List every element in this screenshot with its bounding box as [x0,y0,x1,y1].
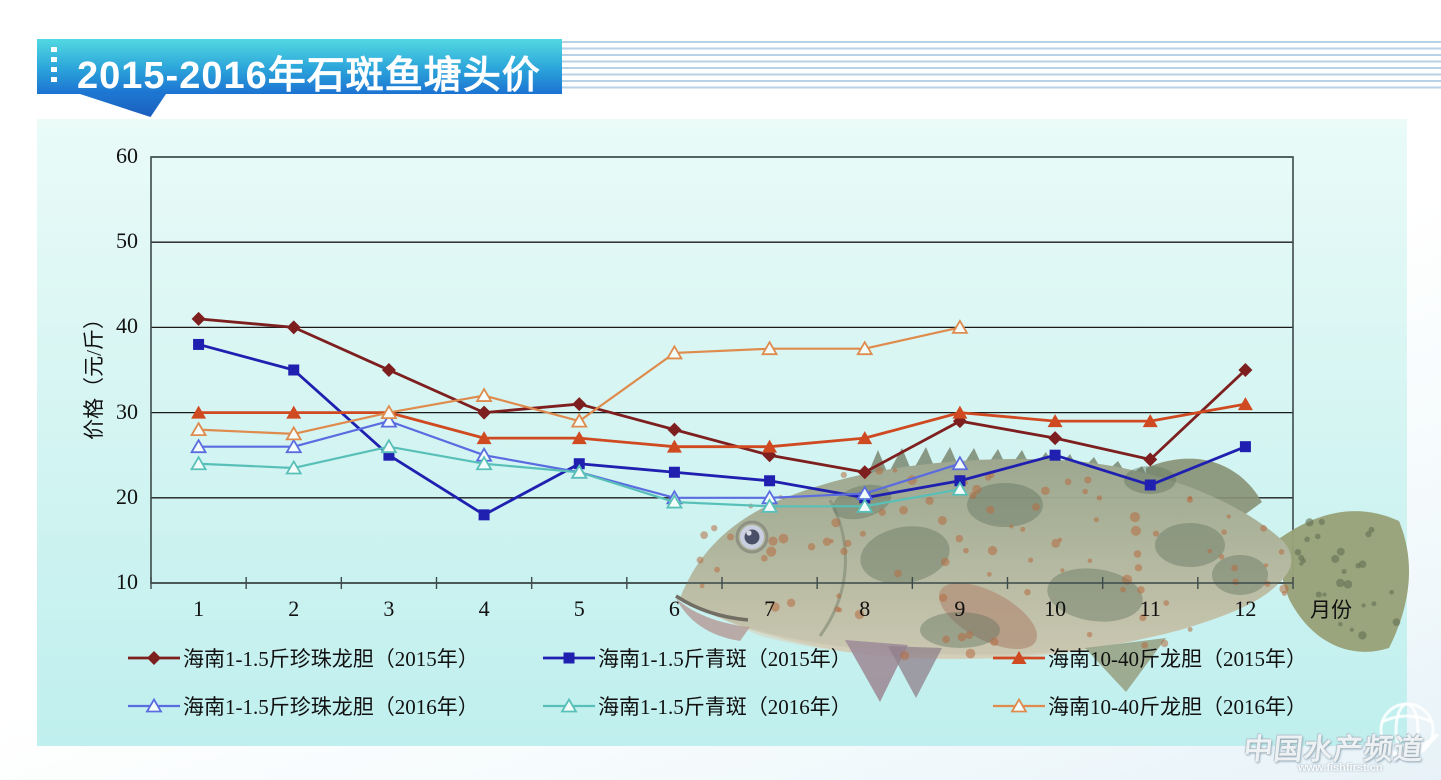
y-tick-label: 10 [116,569,138,594]
legend-label: 海南1-1.5斤珍珠龙胆（2016年） [183,695,479,719]
x-tick-label: 7 [764,596,776,621]
title-banner: 2015-2016年石斑鱼塘头价 [37,39,562,97]
legend-label: 海南10-40斤龙胆（2015年） [1048,647,1307,671]
page-title: 2015-2016年石斑鱼塘头价 [77,55,541,97]
x-tick-label: 2 [288,596,300,621]
legend-marker-icon [128,698,180,713]
x-axis-title: 月份 [1310,598,1352,622]
legend-marker-icon [543,698,595,713]
y-tick-label: 40 [116,313,138,339]
x-tick-label: 5 [573,596,585,621]
x-tick-label: 12 [1234,596,1257,621]
x-tick-label: 6 [668,596,680,621]
x-tick-label: 9 [954,596,966,621]
legend-label: 海南1-1.5斤青斑（2015年） [598,647,852,671]
legend-item: 海南1-1.5斤珍珠龙胆（2015年） [128,646,479,671]
x-tick-label: 1 [193,596,205,621]
banner-tail-decoration [80,94,166,117]
banner-dotted-line [51,47,57,87]
watermark-url: www.fishfirst.cn [1298,762,1383,774]
x-tick-label: 4 [478,596,490,621]
legend-item: 海南1-1.5斤青斑（2016年） [543,694,852,719]
legend-marker-icon [993,651,1045,664]
y-axis-title: 价格（元/斤） [82,308,106,440]
y-tick-label: 60 [116,143,138,168]
legend-item: 海南10-40斤龙胆（2016年） [993,694,1307,719]
x-tick-label: 3 [383,596,395,621]
pinstripes-decoration [560,41,1441,93]
legend-item: 海南1-1.5斤青斑（2015年） [543,646,852,671]
legend-marker-icon [993,698,1045,713]
legend-label: 海南10-40斤龙胆（2016年） [1048,695,1307,719]
legend-item: 海南10-40斤龙胆（2015年） [993,646,1307,671]
y-tick-label: 50 [116,228,138,254]
globe-icon [1374,702,1440,758]
x-tick-label: 10 [1044,596,1067,621]
x-tick-label: 11 [1139,596,1161,621]
legend-label: 海南1-1.5斤珍珠龙胆（2015年） [183,647,479,671]
watermark: 中国水产频道 www.fishfirst.cn [1236,694,1441,780]
y-tick-label: 30 [116,398,138,424]
y-tick-label: 20 [116,483,138,509]
legend-label: 海南1-1.5斤青斑（2016年） [598,695,852,719]
x-tick-label: 8 [859,596,871,621]
legend-marker-icon [543,652,595,664]
legend-item: 海南1-1.5斤珍珠龙胆（2016年） [128,694,479,719]
legend-marker-icon [128,651,180,665]
